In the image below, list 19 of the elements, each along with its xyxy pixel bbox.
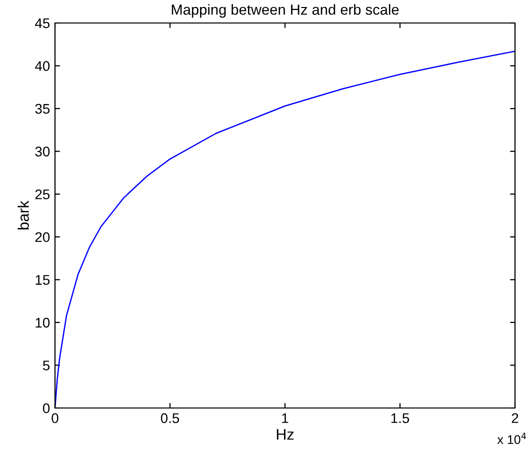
y-tick-label: 45 [35, 18, 50, 28]
x-axis-title: Hz [276, 429, 294, 440]
x-tick-label: 2 [512, 413, 518, 423]
y-tick-label: 25 [35, 189, 50, 200]
y-tick-label: 20 [35, 232, 50, 242]
x-tick-label: 1 [282, 413, 288, 423]
chart-title: Mapping between Hz and erb scale [172, 4, 399, 18]
x-tick-label: 0 [52, 413, 58, 424]
y-axis-title: bark [18, 200, 29, 230]
y-tick-label: 35 [35, 104, 50, 114]
x-tick-label: 1.5 [391, 413, 410, 424]
y-tick-label: 5 [42, 360, 50, 370]
y-tick-label: 10 [36, 318, 50, 328]
text: x 10$^{4}$ [497, 432, 526, 444]
y-tick-label: 15 [36, 275, 50, 285]
y-tick-label: 30 [35, 146, 50, 157]
x-tick-label: 0.5 [160, 413, 180, 424]
y-tick-label: 40 [35, 61, 50, 71]
y-tick-label: 0 [42, 403, 50, 414]
